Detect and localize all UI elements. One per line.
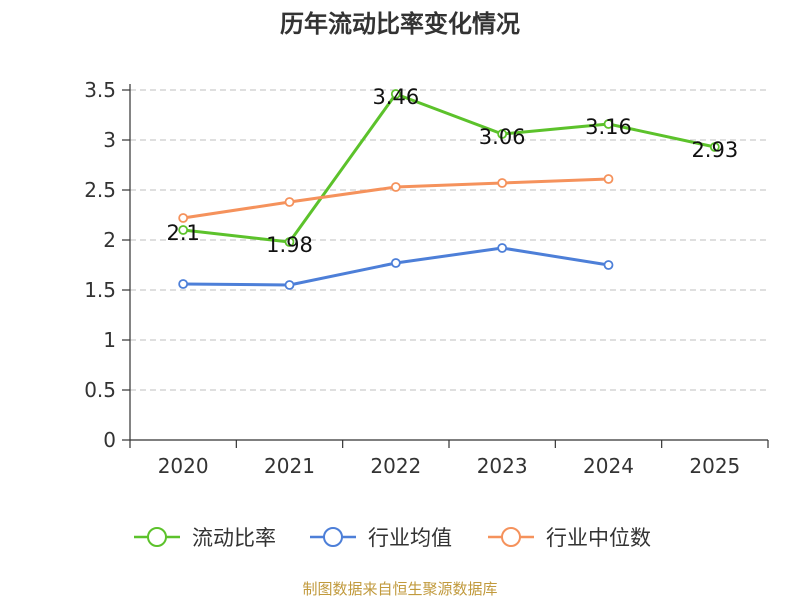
- data-point[interactable]: [497, 178, 508, 188]
- data-label: 3.06: [479, 125, 526, 149]
- data-point[interactable]: [709, 142, 720, 152]
- chart-title: 历年流动比率变化情况: [280, 10, 520, 38]
- legend-label: 行业均值: [368, 526, 452, 550]
- y-tick-label: 1: [103, 328, 116, 352]
- x-tick-label: 2021: [264, 454, 315, 478]
- legend[interactable]: 流动比率 行业均值 行业中位数: [134, 526, 651, 550]
- data-labels: 2.1 1.98 3.46 3.06 3.16 2.93: [166, 85, 738, 257]
- legend-item-1[interactable]: 行业均值: [310, 526, 452, 550]
- x-tick-label: 2020: [158, 454, 209, 478]
- axes: 0 0.5 1 1.5 2 2.5 3 3.5 2020 2021 2022 2023 2024 2025: [84, 78, 769, 478]
- data-point[interactable]: [497, 243, 508, 253]
- data-point[interactable]: [603, 119, 614, 129]
- legend-item-2[interactable]: 行业中位数: [488, 526, 651, 550]
- data-label: 1.98: [266, 233, 313, 257]
- data-label: 3.46: [372, 85, 419, 109]
- y-tick-label: 1.5: [84, 278, 116, 302]
- data-point[interactable]: [178, 279, 189, 289]
- y-tick-label: 2: [103, 228, 116, 252]
- series-lines: [178, 89, 720, 290]
- data-label: 2.93: [691, 138, 738, 162]
- legend-marker: [501, 527, 521, 547]
- data-point[interactable]: [390, 89, 401, 99]
- data-point[interactable]: [390, 258, 401, 268]
- data-point[interactable]: [603, 260, 614, 270]
- source-note: 制图数据来自恒生聚源数据库: [302, 580, 497, 598]
- data-point[interactable]: [284, 237, 295, 247]
- y-tick-label: 0: [103, 428, 116, 452]
- y-tick-label: 0.5: [84, 378, 116, 402]
- x-tick-label: 2024: [583, 454, 634, 478]
- data-label: 3.16: [585, 115, 632, 139]
- data-point[interactable]: [603, 174, 614, 184]
- data-point[interactable]: [178, 225, 189, 235]
- legend-label: 流动比率: [192, 526, 276, 550]
- legend-item-0[interactable]: 流动比率: [134, 526, 276, 550]
- data-point[interactable]: [284, 197, 295, 207]
- data-label: 2.1: [166, 221, 199, 245]
- x-tick-label: 2022: [370, 454, 421, 478]
- y-tick-label: 2.5: [84, 178, 116, 202]
- y-tick-label: 3: [103, 128, 116, 152]
- series-line-0: [181, 92, 717, 244]
- legend-marker: [147, 527, 167, 547]
- y-tick-label: 3.5: [84, 78, 116, 102]
- legend-marker: [323, 527, 343, 547]
- grid-lines: [130, 89, 768, 391]
- x-tick-label: 2023: [477, 454, 528, 478]
- data-point[interactable]: [390, 182, 401, 192]
- legend-label: 行业中位数: [546, 526, 651, 550]
- data-point[interactable]: [284, 280, 295, 290]
- data-point[interactable]: [497, 129, 508, 139]
- data-point[interactable]: [178, 213, 189, 223]
- x-tick-label: 2025: [689, 454, 740, 478]
